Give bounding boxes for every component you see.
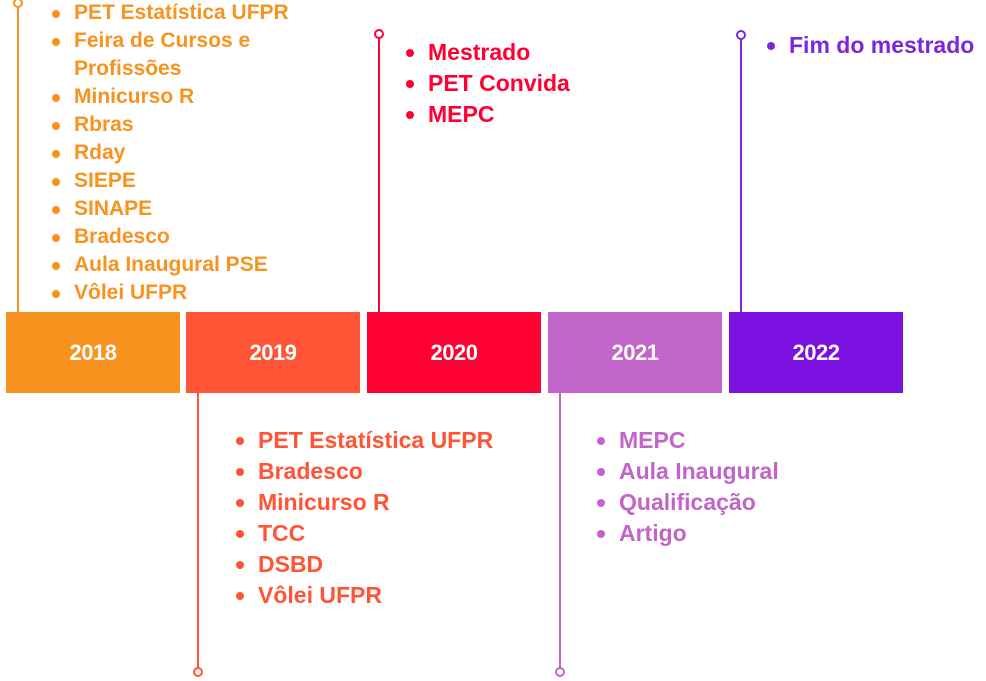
events-list-2019: PET Estatística UFPR Bradesco Minicurso … (234, 425, 534, 611)
events-list-2021: MEPC Aula Inaugural Qualificação Artigo (595, 425, 815, 549)
event-item: Qualificação (595, 487, 815, 518)
event-item: Rbras (50, 111, 310, 139)
event-item: Aula Inaugural (595, 456, 815, 487)
connector-dot-2019 (193, 667, 203, 677)
connector-dot-2021 (555, 667, 565, 677)
event-item: Vôlei UFPR (50, 279, 310, 307)
connector-line-2018 (17, 6, 19, 312)
event-item: Rday (50, 139, 310, 167)
year-box-2021: 2021 (548, 312, 722, 393)
event-item: Aula Inaugural PSE (50, 251, 310, 279)
year-box-2019: 2019 (186, 312, 360, 393)
events-list-2018: PET Estatística UFPR Feira de Cursos e P… (50, 0, 310, 307)
event-item: Bradesco (50, 223, 310, 251)
event-item: Minicurso R (234, 487, 534, 518)
connector-dot-2018 (13, 0, 23, 8)
connector-line-2022 (740, 37, 742, 312)
event-item: Minicurso R (50, 83, 310, 111)
connector-dot-2022 (736, 30, 746, 40)
events-list-2020: Mestrado PET Convida MEPC (404, 37, 604, 130)
connector-dot-2020 (374, 29, 384, 39)
year-box-2018: 2018 (6, 312, 180, 393)
event-item: MEPC (404, 99, 604, 130)
event-item: SINAPE (50, 195, 310, 223)
connector-line-2019 (197, 393, 199, 668)
event-item: PET Estatística UFPR (234, 425, 534, 456)
event-item: Vôlei UFPR (234, 580, 534, 611)
connector-line-2021 (559, 393, 561, 668)
event-item: TCC (234, 518, 534, 549)
event-item: Feira de Cursos e Profissões (50, 27, 310, 83)
year-box-2022: 2022 (729, 312, 903, 393)
event-item: SIEPE (50, 167, 310, 195)
event-item: Bradesco (234, 456, 534, 487)
year-box-2020: 2020 (367, 312, 541, 393)
event-item: Mestrado (404, 37, 604, 68)
event-item: MEPC (595, 425, 815, 456)
event-item: PET Estatística UFPR (50, 0, 310, 27)
event-item: PET Convida (404, 68, 604, 99)
event-item: Artigo (595, 518, 815, 549)
connector-line-2020 (378, 36, 380, 312)
events-list-2022: Fim do mestrado (765, 30, 980, 61)
event-item: Fim do mestrado (765, 30, 980, 61)
event-item: DSBD (234, 549, 534, 580)
